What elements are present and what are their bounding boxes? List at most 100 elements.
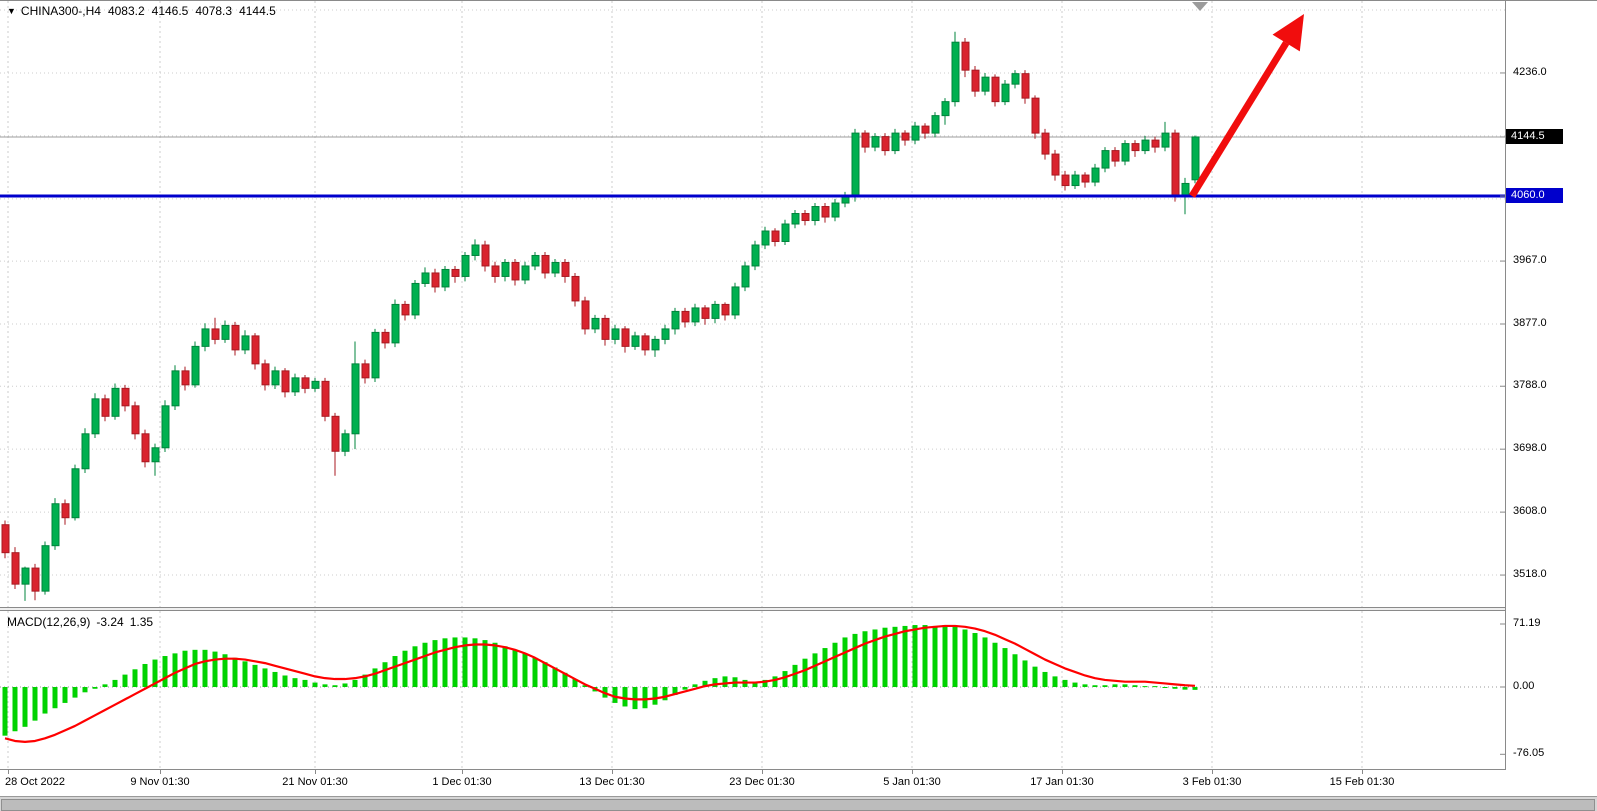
candle-body (441, 268, 450, 288)
candle-body (941, 101, 950, 117)
macd-histogram-bar (402, 650, 408, 687)
candle-body (231, 324, 240, 351)
candle-body (791, 213, 800, 225)
macd-histogram-bar (122, 674, 128, 687)
candle-body (861, 132, 870, 148)
macd-histogram-bar (842, 637, 848, 687)
macd-histogram-bar (862, 631, 868, 687)
macd-histogram-bar (462, 637, 468, 687)
time-axis-tick (462, 770, 463, 774)
scrollbar-thumb[interactable] (1, 799, 1595, 811)
candle-body (581, 300, 590, 330)
panel-splitter[interactable] (0, 607, 1506, 611)
candle-body (1191, 136, 1200, 181)
macd-histogram-bar (412, 646, 418, 687)
macd-histogram-bar (562, 672, 568, 687)
macd-main-value: -3.24 (96, 615, 124, 629)
macd-histogram-bar (722, 676, 728, 687)
candle-body (1081, 174, 1090, 183)
candle-body (531, 254, 540, 267)
candle-body (241, 335, 250, 351)
price-axis[interactable]: 4236.0 3967.0 3877.0 3788.0 3698.0 3608.0 3518… (1506, 0, 1597, 770)
chart-bottom-border (0, 769, 1506, 770)
macd-histogram-bar (622, 687, 628, 707)
macd-histogram-bar (372, 668, 378, 687)
candle-body (981, 76, 990, 92)
candle-body (481, 244, 490, 267)
collapse-arrow-icon[interactable]: ▼ (7, 6, 16, 16)
macd-histogram-bar (922, 625, 928, 687)
macd-histogram-bar (452, 637, 458, 687)
macd-histogram-bar (1172, 687, 1178, 689)
macd-axis-label: 0.00 (1513, 680, 1535, 692)
time-axis-label: 15 Feb 01:30 (1329, 776, 1395, 788)
macd-histogram-bar (282, 675, 288, 687)
macd-histogram-bar (92, 687, 98, 689)
candle-body (451, 268, 460, 277)
macd-histogram-bar (962, 629, 968, 687)
candle-body (141, 433, 150, 463)
time-axis[interactable]: 28 Oct 2022 9 Nov 01:30 21 Nov 01:30 1 Dec … (0, 770, 1597, 796)
macd-histogram-bar (692, 684, 698, 687)
macd-histogram-bar (1092, 685, 1098, 687)
candle-body (181, 370, 190, 386)
horizontal-scrollbar[interactable] (0, 796, 1597, 811)
candle-body (161, 405, 170, 449)
macd-histogram-bar (422, 642, 428, 687)
price-axis-label: 4236.0 (1513, 65, 1547, 78)
macd-histogram-bar (652, 687, 658, 705)
candle-body (1051, 153, 1060, 176)
macd-histogram-bar (992, 642, 998, 687)
macd-histogram-bar (942, 625, 948, 687)
time-axis-label: 1 Dec 01:30 (432, 776, 492, 788)
macd-histogram-bar (502, 646, 508, 687)
candle-body (741, 265, 750, 288)
candlestick-chart[interactable] (0, 1, 1506, 607)
macd-histogram-bar (832, 642, 838, 687)
macd-histogram-bar (972, 633, 978, 687)
macd-histogram-bar (912, 625, 918, 687)
macd-signal-line (4, 624, 1196, 743)
macd-histogram-bar (272, 671, 278, 687)
macd-histogram-bar (1072, 682, 1078, 687)
macd-histogram-bar (472, 638, 478, 687)
price-axis-border (1505, 0, 1506, 770)
macd-histogram-bar (202, 649, 208, 687)
time-axis-tick (1362, 770, 1363, 774)
macd-indicator-panel[interactable] (0, 611, 1506, 769)
candle-body (1031, 97, 1040, 134)
candle-body (361, 363, 370, 379)
candle-body (471, 244, 480, 256)
candle-body (1071, 174, 1080, 187)
time-axis-tick (762, 770, 763, 774)
candle-body (571, 275, 580, 302)
time-axis-tick (160, 770, 161, 774)
candle-body (281, 370, 290, 393)
time-axis-tick (612, 770, 613, 774)
candle-body (111, 387, 120, 417)
candle-body (551, 261, 560, 274)
candle-body (131, 405, 140, 435)
candle-body (171, 370, 180, 407)
candle-body (1061, 174, 1070, 187)
macd-histogram-bar (1152, 686, 1158, 688)
macd-histogram-bar (1192, 687, 1198, 690)
macd-histogram-bar (1162, 687, 1168, 688)
candle-body (411, 282, 420, 316)
macd-histogram-bar (492, 642, 498, 687)
macd-histogram-bar (982, 637, 988, 687)
macd-histogram-bar (822, 648, 828, 687)
macd-histogram-bar (792, 664, 798, 687)
time-axis-label: 13 Dec 01:30 (579, 776, 645, 788)
chart-shift-marker[interactable] (1192, 2, 1208, 11)
candle-body (61, 503, 70, 519)
macd-histogram-bar (702, 680, 708, 687)
macd-histogram-bar (72, 687, 78, 698)
macd-histogram-bar (1142, 686, 1148, 688)
macd-histogram-bar (1032, 666, 1038, 687)
macd-histogram-bar (212, 651, 218, 687)
macd-histogram-bar (662, 687, 668, 701)
macd-histogram-bar (262, 668, 268, 687)
macd-histogram-bar (152, 659, 158, 687)
macd-histogram-bar (1082, 684, 1088, 687)
